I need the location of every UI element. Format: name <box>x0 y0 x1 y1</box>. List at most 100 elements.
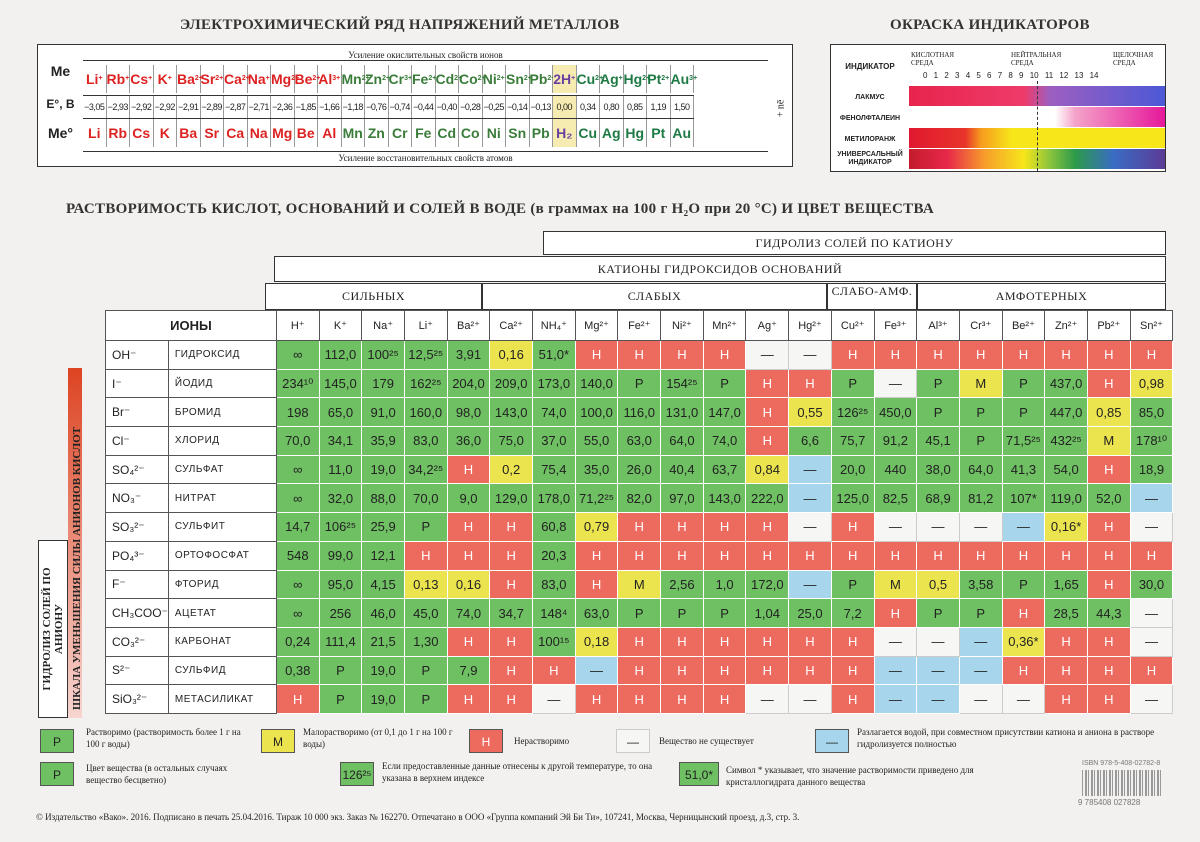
solubility-cell: Н <box>702 655 747 686</box>
solubility-cell: Н <box>1044 626 1088 657</box>
solubility-cell: 38,0 <box>916 454 960 485</box>
solubility-cell: 55,0 <box>574 426 619 456</box>
solubility-cell: 12,1 <box>361 540 405 571</box>
solubility-cell: 63,0 <box>574 598 619 628</box>
legend-star-text: Символ * указывает, что значение раствор… <box>726 765 974 787</box>
solubility-cell: Н <box>660 684 704 714</box>
ion-cell: Mg2+ <box>271 65 299 93</box>
solubility-cell: Р <box>1001 569 1046 600</box>
solubility-cell: — <box>916 512 960 542</box>
solubility-cell: 6,6 <box>788 426 832 456</box>
solubility-cell: Н <box>702 340 747 370</box>
solubility-cell: Н <box>617 626 662 657</box>
solubility-cell: Р <box>830 368 875 399</box>
solubility-cell: 447,0 <box>1044 397 1088 428</box>
atom-cell: Au <box>671 119 694 147</box>
solubility-cell: Н <box>617 512 662 542</box>
solubility-cell: 204,0 <box>446 368 491 399</box>
solubility-cell: — <box>1129 598 1174 628</box>
legend-temp-text: Если предоставленные данные отнесены к д… <box>382 761 653 783</box>
anion-formula: I⁻ <box>105 368 169 399</box>
solubility-cell: М <box>1086 426 1131 456</box>
solubility-cell: Н <box>745 626 790 657</box>
ion-cell: Ni2+ <box>483 65 506 93</box>
solubility-cell: — <box>916 626 960 657</box>
table-row: SO₃²⁻ СУЛЬФИТ 14,7 106²⁵ 25,9 Р Н Н 60,8 0,79 Н Н Н Н… <box>105 512 1174 542</box>
cation-header-cell: Ag⁺ <box>745 310 790 341</box>
solubility-cell: 131,0 <box>660 397 704 428</box>
solubility-cell: ∞ <box>275 598 320 628</box>
anion-formula: PO₄³⁻ <box>105 540 169 571</box>
barcode-number: 9 785408 027828 <box>1078 798 1141 807</box>
cation-header-cell: Ba²⁺ <box>446 310 491 341</box>
cation-header-cell: Cu²⁺ <box>830 310 875 341</box>
solubility-cell: Н <box>1001 655 1046 686</box>
solubility-cell: Р <box>617 368 662 399</box>
solubility-cell: 0,13 <box>403 569 448 600</box>
solubility-cell: 437,0 <box>1044 368 1088 399</box>
solubility-cell: 1,0 <box>702 569 747 600</box>
ion-cell: Cr3+ <box>389 65 412 93</box>
solubility-cell: 25,0 <box>788 598 832 628</box>
cation-header-cell: Na⁺ <box>361 310 405 341</box>
solubility-cell: Н <box>702 512 747 542</box>
solubility-cell: Н <box>1001 340 1046 370</box>
solubility-cell: Н <box>916 340 960 370</box>
solubility-cell: — <box>916 684 960 714</box>
solubility-cell: Н <box>830 512 875 542</box>
indicator-header: ИНДИКАТОР <box>845 62 895 71</box>
table-row: F⁻ ФТОРИД ∞ 95,0 4,15 0,13 0,16 Н 83,0 Н М 2,56 1,0 1… <box>105 569 1174 600</box>
solubility-cell: Н <box>489 655 534 686</box>
electrochemical-series-table: Усиление окислительных свойств ионов Me … <box>37 44 793 167</box>
hydrolysis-anion-box <box>38 540 68 718</box>
ion-cell: Be2+ <box>295 65 320 93</box>
cation-header-cell: H⁺ <box>275 310 320 341</box>
solubility-cell: Н <box>1044 340 1088 370</box>
solubility-cell: 37,0 <box>532 426 576 456</box>
solubility-cell: Н <box>1129 540 1174 571</box>
solubility-cell: 34,2²⁵ <box>403 454 448 485</box>
solubility-cell: Р <box>958 397 1003 428</box>
solubility-cell: Н <box>958 540 1003 571</box>
cation-header-cell: Al³⁺ <box>916 310 960 341</box>
atom-cell: Co <box>459 119 483 147</box>
solubility-cell: 209,0 <box>489 368 534 399</box>
solubility-cell: 65,0 <box>318 397 363 428</box>
solubility-cell: 70,0 <box>275 426 320 456</box>
atom-cell: Pb <box>530 119 553 147</box>
potential-cell: 0,85 <box>624 96 647 118</box>
solubility-cell: 19,0 <box>361 655 405 686</box>
solubility-cell: 147,0 <box>702 397 747 428</box>
hydrolysis-anion-label: ГИДРОЛИЗ СОЛЕЙ ПО АНИОНУ <box>41 567 65 691</box>
atom-cell: Ni <box>483 119 506 147</box>
anion-name: НИТРАТ <box>167 483 277 514</box>
legend-slightly-swatch: М <box>261 729 295 753</box>
solubility-cell: — <box>958 684 1003 714</box>
solubility-cell: 178¹⁰ <box>1129 426 1174 456</box>
solubility-cell: Н <box>574 540 619 571</box>
solubility-cell: Р <box>1001 397 1046 428</box>
table-row: Br⁻ БРОМИД 198 65,0 91,0 160,0 98,0 143,0 74,0 10… <box>105 397 1174 428</box>
solubility-cell: 83,0 <box>403 426 448 456</box>
neutral-line <box>1037 81 1038 171</box>
solubility-cell: Н <box>1086 655 1131 686</box>
acid-strength-scale <box>68 368 82 718</box>
solubility-cell: 143,0 <box>702 483 747 514</box>
solubility-cell: Н <box>873 598 918 628</box>
solubility-cell: 432²⁵ <box>1044 426 1088 456</box>
solubility-cell: 0,98 <box>1129 368 1174 399</box>
solubility-cell: 0,24 <box>275 626 320 657</box>
solubility-cell: 74,0 <box>532 397 576 428</box>
solubility-cell: 440 <box>873 454 918 485</box>
potential-cell: −0,13 <box>530 96 553 118</box>
atom-cell: Cr <box>389 119 412 147</box>
solubility-cell: 95,0 <box>318 569 363 600</box>
solubility-cell: — <box>532 684 576 714</box>
ion-cell: Ca2+ <box>224 65 250 93</box>
solubility-cell: 35,9 <box>361 426 405 456</box>
solubility-cell: 172,0 <box>745 569 790 600</box>
solubility-cell: — <box>788 340 832 370</box>
atom-cell: Ag <box>600 119 624 147</box>
solubility-cell: 11,0 <box>318 454 363 485</box>
atom-cell: Cs <box>130 119 154 147</box>
